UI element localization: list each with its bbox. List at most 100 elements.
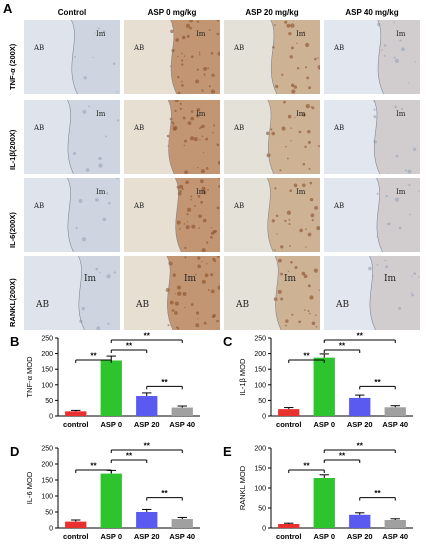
bar [313, 478, 335, 528]
significance-label: ** [339, 342, 346, 351]
significance-label: ** [357, 332, 364, 341]
y-tick-label: 0 [262, 526, 266, 533]
significance-label: ** [161, 489, 168, 498]
y-tick-label: 0 [49, 526, 53, 533]
region-label-im: Im [96, 188, 106, 196]
chart-e: E 0 50 100 150 200 RANKL MOD control ASP 0 ASP 20… [223, 442, 413, 541]
micrograph-tile: AB Im [324, 178, 420, 252]
y-tick-label: 200 [41, 462, 53, 469]
bar [171, 407, 193, 416]
x-tick-label: ASP 0 [100, 532, 122, 541]
region-label-ab: AB [234, 202, 245, 210]
column-header-asp20: ASP 20 mg/kg [245, 8, 299, 17]
chart-d: D 0 50 100 150 200 250 IL-6 MOD control ASP 0 ASP … [10, 442, 200, 541]
x-tick-label: ASP 20 [134, 532, 160, 541]
significance-label: ** [303, 462, 310, 471]
y-tick-label: 150 [254, 367, 266, 374]
x-tick-label: ASP 0 [100, 420, 122, 429]
region-label-ab: AB [134, 202, 145, 210]
bar [278, 524, 300, 528]
micrograph-tile: AB Im [324, 256, 420, 330]
y-tick-label: 50 [45, 398, 53, 405]
region-label-im: Im [96, 30, 106, 38]
region-label-im: Im [296, 110, 306, 118]
y-axis-label: IL-1β MOD [238, 358, 247, 395]
micrograph-tile: AB Im [224, 20, 320, 94]
y-tick-label: 200 [254, 351, 266, 358]
bar [136, 512, 158, 528]
y-axis-label: IL-6 MOD [25, 471, 34, 504]
bar [349, 514, 371, 528]
y-tick-label: 0 [262, 414, 266, 421]
y-tick-label: 250 [41, 446, 53, 453]
y-tick-label: 100 [254, 486, 266, 493]
significance-label: ** [144, 332, 151, 341]
significance-label: ** [303, 352, 310, 361]
region-label-ab: AB [334, 202, 345, 210]
y-tick-label: 250 [254, 336, 266, 343]
panel-letter: D [10, 444, 19, 459]
micrograph-tile: AB Im [124, 20, 220, 94]
significance-label: ** [90, 352, 97, 361]
bar [384, 520, 406, 528]
x-tick-label: ASP 20 [347, 420, 373, 429]
panel-letter: B [10, 334, 19, 349]
x-tick-label: control [276, 532, 301, 541]
y-tick-label: 200 [41, 351, 53, 358]
row-header-rankl: RANKL(200X) [8, 278, 17, 327]
chart-c: C 0 50 100 150 200 250 IL-1β MOD control ASP 0 ASP… [223, 332, 413, 429]
region-label-ab: AB [334, 44, 345, 52]
region-label-ab: AB [136, 300, 150, 310]
region-label-ab: AB [36, 300, 50, 310]
row-header-il1b: IL-1β(200X) [8, 129, 17, 170]
significance-label: ** [90, 462, 97, 471]
bar [65, 411, 87, 416]
chart-b: B 0 50 100 150 200 250 TNF-α MOD control ASP 0 ASP… [10, 332, 200, 429]
row-header-il6: IL-6(200X) [8, 212, 17, 248]
bar [171, 519, 193, 528]
significance-label: ** [374, 489, 381, 498]
region-label-im: Im [396, 30, 406, 38]
region-label-im: Im [296, 188, 306, 196]
bar [384, 407, 406, 416]
x-tick-label: ASP 40 [169, 532, 195, 541]
region-label-ab: AB [34, 44, 45, 52]
y-tick-label: 150 [41, 478, 53, 485]
bar [278, 409, 300, 416]
y-axis-label: RANKL MOD [238, 465, 247, 510]
bar [349, 397, 371, 416]
region-label-im: Im [296, 30, 306, 38]
significance-label: ** [126, 452, 133, 461]
micrograph-tile: AB Im [224, 100, 320, 174]
region-label-ab: AB [334, 124, 345, 132]
region-label-im: Im [384, 274, 397, 284]
bar [100, 360, 122, 416]
significance-label: ** [357, 442, 364, 451]
x-tick-label: ASP 40 [169, 420, 195, 429]
column-header-asp40: ASP 40 mg/kg [345, 8, 399, 17]
micrograph-tile: AB Im [124, 256, 220, 330]
y-tick-label: 50 [258, 506, 266, 513]
panel-a-letter: A [3, 1, 13, 16]
x-tick-label: ASP 40 [382, 532, 408, 541]
y-tick-label: 200 [254, 446, 266, 453]
y-tick-label: 100 [41, 382, 53, 389]
x-tick-label: ASP 0 [313, 420, 335, 429]
y-tick-label: 100 [41, 494, 53, 501]
micrograph-tile: AB Im [224, 256, 320, 330]
significance-label: ** [161, 378, 168, 387]
region-label-ab: AB [236, 300, 250, 310]
bar [136, 396, 158, 416]
micrograph-tile: AB Im [24, 100, 120, 174]
region-label-im: Im [196, 188, 206, 196]
panel-letter: E [223, 444, 232, 459]
x-tick-label: control [276, 420, 301, 429]
region-label-ab: AB [34, 124, 45, 132]
row-header-tnf: TNF-α (200X) [8, 43, 17, 90]
y-tick-label: 150 [254, 466, 266, 473]
x-tick-label: control [63, 420, 88, 429]
micrograph-tile: AB Im [224, 178, 320, 252]
y-tick-label: 0 [49, 414, 53, 421]
region-label-ab: AB [234, 124, 245, 132]
region-label-im: Im [96, 110, 106, 118]
